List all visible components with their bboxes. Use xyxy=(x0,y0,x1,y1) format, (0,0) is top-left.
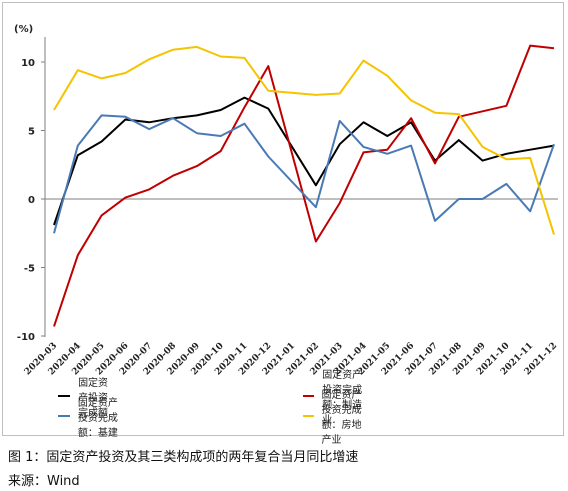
legend-item-infrastructure: 固定资产投资完成额：基建 xyxy=(58,398,120,439)
y-tick-label: -10 xyxy=(17,332,35,343)
legend-label-total: 固定资产投资完成额 xyxy=(78,377,109,419)
legend-swatch-manufacturing xyxy=(303,395,315,397)
legend-label-real-estate: 固定资产投资完成额：房地产业 xyxy=(321,390,362,446)
legend-label-manufacturing: 固定资产投资完成额：制造业 xyxy=(322,370,363,426)
legend-item-real-estate: 固定资产投资完成额：房地产业 xyxy=(303,390,365,446)
y-tick-label: -5 xyxy=(24,264,35,275)
legend-item-manufacturing: 固定资产投资完成额：制造业 xyxy=(303,370,365,426)
series-line-1 xyxy=(53,44,555,327)
y-tick-label: 5 xyxy=(28,127,35,138)
figure-title: 图 1：固定资产投资及其三类构成项的两年复合当月同比增速 xyxy=(8,450,359,465)
legend-label-infrastructure: 固定资产投资完成额：基建 xyxy=(77,397,118,439)
legend-swatch-total xyxy=(58,395,71,397)
legend-item-total: 固定资产投资完成额 xyxy=(58,378,110,419)
line-chart: (%)1050-5-102020-032020-042020-052020-06… xyxy=(14,24,559,377)
legend-swatch-real-estate xyxy=(303,415,314,417)
figure-source: 来源：Wind xyxy=(8,474,80,489)
y-tick-label: 0 xyxy=(28,195,35,206)
y-tick-label: 10 xyxy=(21,58,35,69)
chart-frame xyxy=(2,2,564,436)
series-line-2 xyxy=(53,114,555,234)
legend-swatch-infrastructure xyxy=(58,415,70,417)
series-line-3 xyxy=(53,45,555,235)
series-line-0 xyxy=(53,96,555,226)
y-axis-unit-label: (%) xyxy=(14,24,33,35)
